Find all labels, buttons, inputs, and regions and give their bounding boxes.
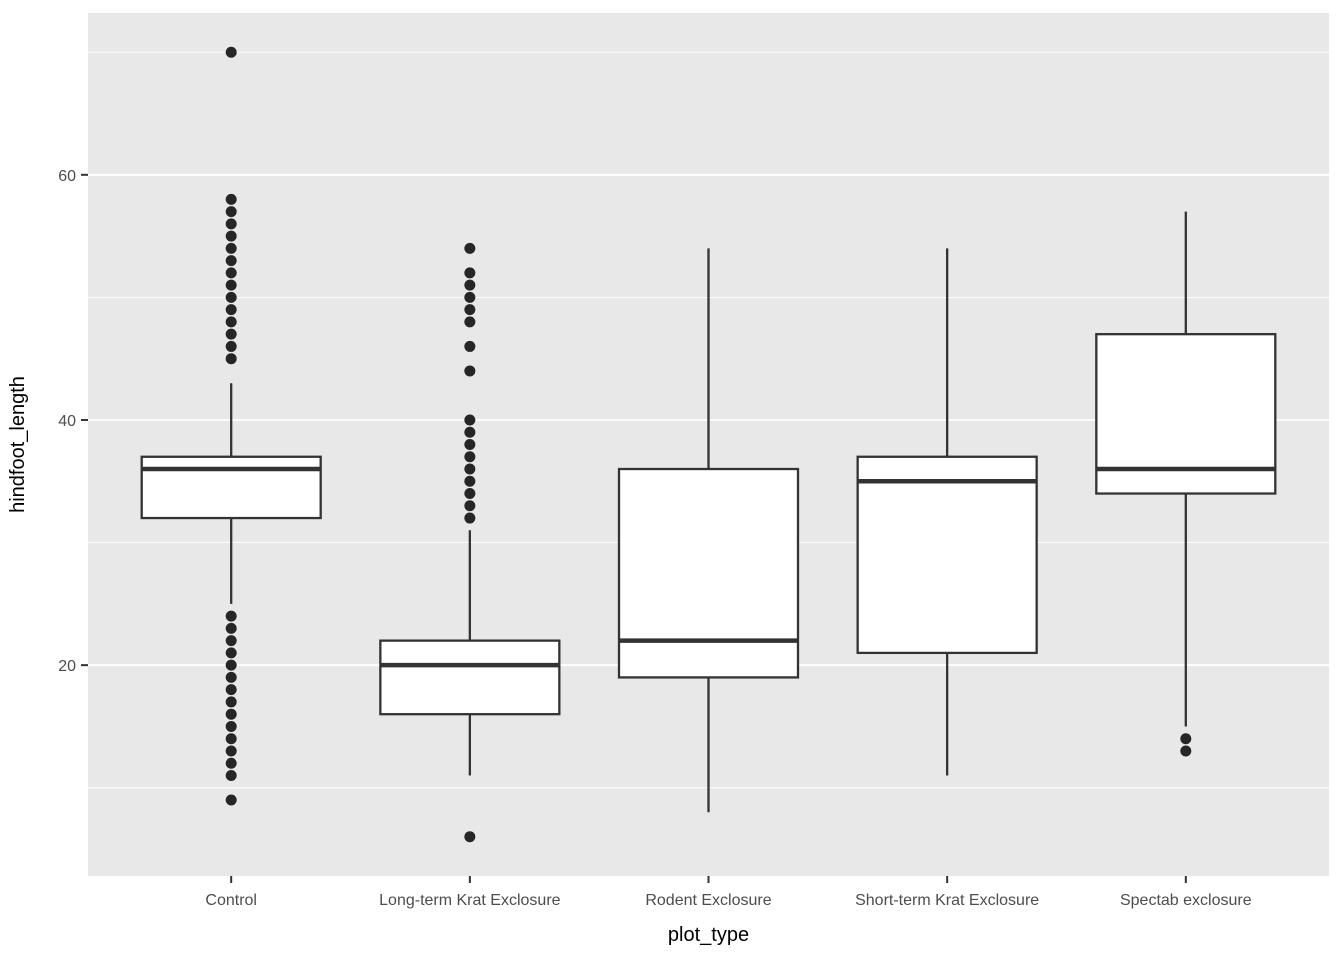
outlier-point	[225, 794, 237, 806]
outlier-point	[225, 720, 237, 732]
outlier-point	[225, 769, 237, 781]
outlier-point	[464, 831, 476, 843]
box-iqr	[379, 639, 561, 716]
outlier-point	[464, 242, 476, 254]
outlier-point	[464, 512, 476, 524]
x-axis-title: plot_type	[668, 924, 749, 946]
outlier-point	[225, 647, 237, 659]
outlier-point	[464, 426, 476, 438]
outlier-point	[464, 340, 476, 352]
outlier-point	[225, 328, 237, 340]
outlier-point	[464, 304, 476, 316]
outlier-point	[225, 671, 237, 683]
outlier-point	[464, 500, 476, 512]
outlier-point	[225, 218, 237, 230]
x-tick-label: Long-term Krat Exclosure	[379, 892, 561, 909]
outlier-point	[225, 610, 237, 622]
outlier-point	[225, 46, 237, 58]
outlier-point	[225, 635, 237, 647]
boxplot-control	[140, 46, 322, 806]
box-iqr	[140, 455, 322, 520]
outlier-point	[225, 696, 237, 708]
outlier-point	[225, 708, 237, 720]
boxplot-rodent-exclosure	[617, 248, 800, 813]
box-iqr	[617, 467, 800, 679]
outlier-point	[225, 757, 237, 769]
outlier-point	[225, 622, 237, 634]
outlier-point	[464, 365, 476, 377]
y-tick-label: 60	[58, 168, 76, 185]
outlier-point	[225, 353, 237, 365]
x-tick-label: Spectab exclosure	[1120, 892, 1252, 909]
outlier-point	[464, 279, 476, 291]
outlier-point	[225, 230, 237, 242]
outlier-point	[225, 193, 237, 205]
outlier-point	[1180, 745, 1192, 757]
outlier-point	[464, 267, 476, 279]
y-axis-title: hindfoot_length	[7, 376, 29, 513]
boxplot-long-term-krat-exclosure	[379, 242, 561, 843]
outlier-point	[225, 340, 237, 352]
outlier-point	[225, 206, 237, 218]
boxplot-short-term-krat-exclosure	[856, 248, 1038, 776]
x-tick-label: Short-term Krat Exclosure	[855, 892, 1039, 909]
outlier-point	[464, 463, 476, 475]
outlier-point	[464, 316, 476, 328]
outlier-point	[1180, 733, 1192, 745]
outlier-point	[464, 488, 476, 500]
x-tick-label: Rodent Exclosure	[645, 892, 771, 909]
outlier-point	[225, 267, 237, 279]
y-tick-label: 20	[58, 658, 76, 675]
outlier-point	[464, 414, 476, 426]
outlier-point	[225, 242, 237, 254]
outlier-point	[464, 475, 476, 487]
outlier-point	[225, 745, 237, 757]
box-iqr	[856, 455, 1038, 655]
outlier-point	[464, 439, 476, 450]
outlier-point	[464, 451, 476, 463]
y-tick-label: 40	[58, 413, 76, 430]
outlier-point	[225, 684, 237, 696]
outlier-point	[225, 659, 237, 671]
x-tick-label: Control	[205, 892, 257, 909]
outlier-point	[464, 291, 476, 303]
outlier-point	[225, 291, 237, 303]
outlier-point	[225, 255, 237, 267]
outlier-point	[225, 733, 237, 745]
outlier-point	[225, 304, 237, 316]
outlier-point	[225, 279, 237, 291]
outlier-point	[225, 316, 237, 328]
boxplot-spectab-exclosure	[1095, 211, 1277, 757]
